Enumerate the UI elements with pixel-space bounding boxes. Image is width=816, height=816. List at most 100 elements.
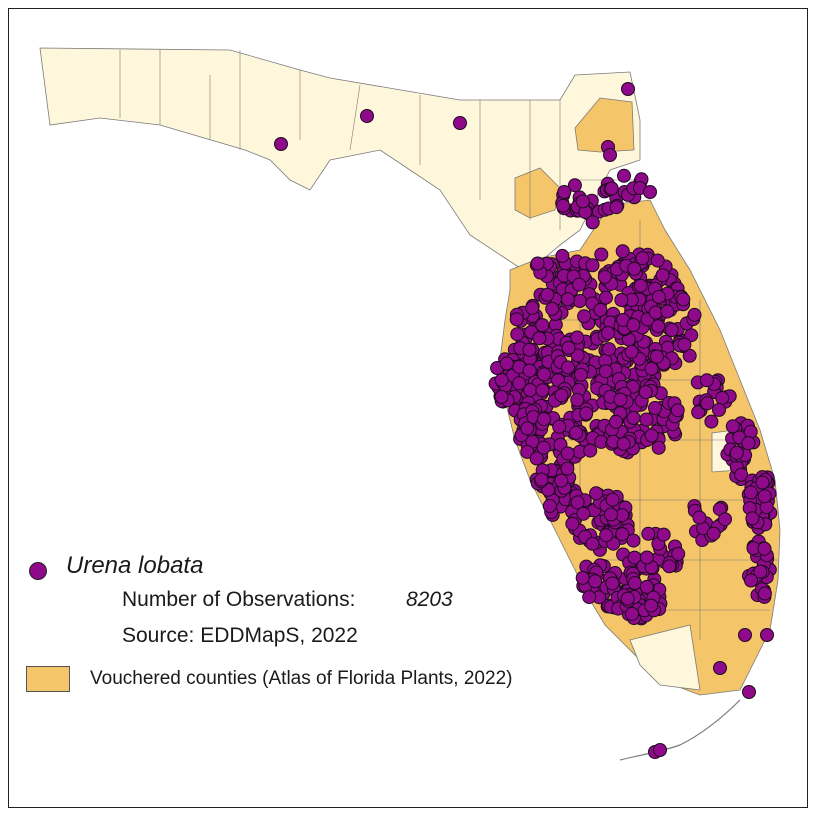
observation-point: [565, 516, 580, 531]
observation-point: [734, 467, 749, 482]
observation-point: [760, 628, 774, 642]
observation-point: [577, 309, 592, 324]
observation-point: [718, 512, 732, 527]
observation-point: [712, 402, 726, 417]
observation-point: [545, 301, 560, 316]
observation-point: [510, 327, 525, 342]
observation-point: [699, 373, 714, 388]
observation-point: [660, 304, 675, 319]
observation-point: [540, 287, 555, 302]
observation-point: [641, 526, 656, 541]
observation-point: [664, 323, 679, 337]
observation-legend-symbol: [29, 562, 47, 580]
observation-point: [537, 367, 551, 382]
observation-point: [569, 425, 584, 440]
observation-point: [585, 258, 600, 273]
observation-point: [691, 405, 706, 420]
observation-point: [585, 536, 600, 551]
observation-point: [643, 185, 657, 199]
observation-point: [639, 579, 654, 594]
observation-point: [757, 586, 772, 601]
observation-point: [650, 253, 665, 268]
observations-label: Number of Observations:: [122, 588, 356, 611]
observation-point: [616, 436, 631, 451]
observation-point: [648, 305, 663, 320]
observation-point: [621, 82, 635, 96]
observation-point: [713, 661, 727, 675]
observation-point: [575, 194, 590, 209]
observation-point: [617, 168, 631, 183]
observation-point: [648, 401, 662, 415]
observation-point: [525, 300, 540, 315]
observation-point: [635, 251, 650, 266]
observation-point: [555, 248, 570, 263]
observation-point: [537, 412, 551, 427]
observation-point: [532, 331, 547, 346]
observation-point: [615, 527, 630, 542]
observation-point: [603, 148, 617, 162]
observation-point: [572, 277, 587, 292]
observation-point: [588, 574, 603, 589]
observation-point: [745, 511, 760, 526]
observation-point: [620, 591, 635, 606]
observation-point: [639, 412, 654, 427]
observation-point: [530, 256, 545, 271]
observation-point: [626, 318, 641, 332]
observation-point: [676, 292, 691, 307]
observation-point: [554, 388, 569, 403]
observation-point: [522, 363, 537, 378]
observation-point: [601, 326, 615, 340]
observation-point: [560, 461, 575, 476]
observation-point: [627, 261, 642, 276]
observation-point: [570, 392, 585, 407]
observation-point: [576, 506, 591, 521]
observation-point: [729, 445, 744, 460]
observation-point: [671, 546, 686, 561]
observation-point: [743, 485, 758, 500]
observation-point: [570, 348, 585, 363]
vouchered-legend-swatch: [26, 666, 70, 692]
observation-point: [556, 198, 571, 213]
observation-point: [626, 410, 641, 425]
observation-point: [677, 337, 692, 352]
observation-point: [585, 215, 600, 230]
observation-point: [535, 383, 550, 398]
observation-point: [649, 349, 664, 364]
observation-point: [651, 440, 666, 455]
observation-point: [682, 348, 697, 363]
observation-point: [579, 406, 594, 421]
observation-point: [755, 475, 770, 490]
observation-point: [520, 444, 535, 459]
observation-point: [494, 389, 509, 404]
vouchered-legend-label: Vouchered counties (Atlas of Florida Pla…: [90, 668, 513, 689]
observation-point: [741, 436, 756, 451]
observation-point: [560, 292, 575, 307]
observation-point: [575, 570, 590, 585]
observation-point: [626, 533, 641, 548]
observation-point: [625, 606, 639, 621]
observation-point: [529, 451, 544, 466]
observation-point: [613, 392, 628, 407]
observation-point: [651, 289, 666, 304]
observation-point: [742, 685, 756, 699]
observation-point: [656, 527, 671, 542]
observation-point: [561, 340, 576, 355]
observation-point: [651, 319, 666, 334]
observation-point: [554, 473, 569, 488]
vouchered-county-north-central: [514, 167, 561, 219]
observation-point: [644, 361, 659, 376]
florida-keys: [619, 699, 741, 761]
observation-point: [561, 360, 575, 375]
observation-point: [599, 290, 613, 305]
observation-point: [706, 526, 721, 541]
source-text: Source: EDDMapS, 2022: [122, 624, 358, 647]
vouchered-county-ne: [574, 97, 635, 153]
observation-point: [572, 294, 587, 308]
observation-point: [509, 312, 524, 327]
observation-point: [534, 472, 549, 487]
observation-point: [499, 356, 514, 371]
observation-point: [567, 178, 582, 193]
species-name: Urena lobata: [66, 552, 204, 579]
observation-point: [582, 590, 597, 605]
observation-point: [594, 247, 609, 262]
